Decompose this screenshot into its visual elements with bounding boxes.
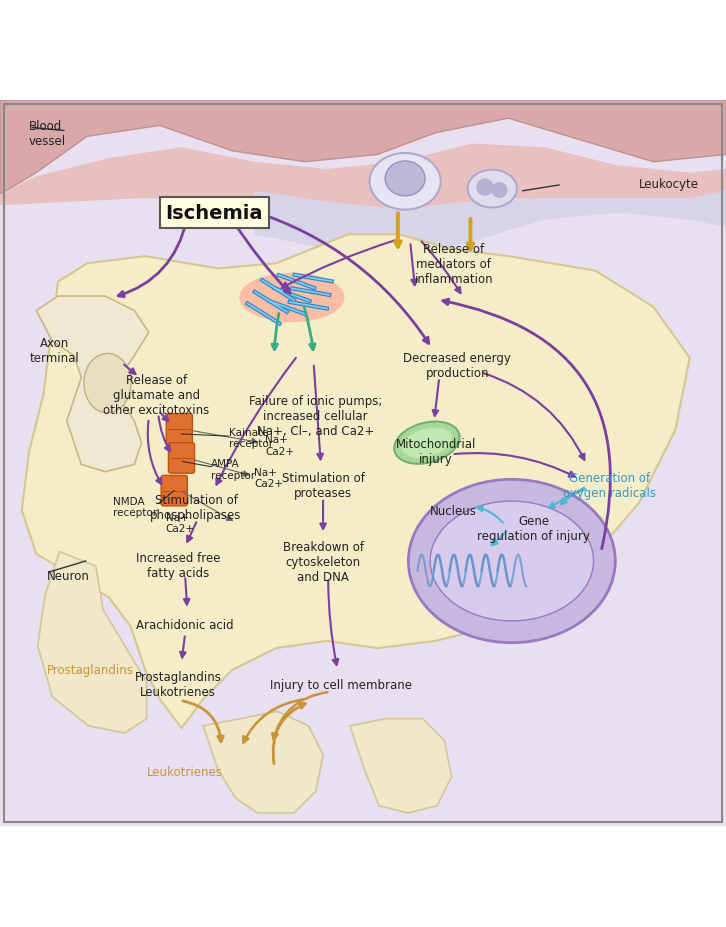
Text: Increased free
fatty acids: Increased free fatty acids <box>136 551 220 579</box>
Polygon shape <box>0 145 726 210</box>
Text: Neuron: Neuron <box>47 569 90 582</box>
Text: Axon
terminal: Axon terminal <box>30 337 79 365</box>
Polygon shape <box>38 552 147 733</box>
Ellipse shape <box>394 422 460 464</box>
Ellipse shape <box>408 480 616 643</box>
Text: Failure of ionic pumps;
increased cellular
Na+, Cl–, and Ca2+: Failure of ionic pumps; increased cellul… <box>249 395 383 438</box>
Text: NMDA
receptor: NMDA receptor <box>113 496 157 518</box>
Text: Release of
glutamate and
other excitotoxins: Release of glutamate and other excitotox… <box>103 374 209 416</box>
Polygon shape <box>254 192 726 257</box>
Ellipse shape <box>468 171 517 209</box>
Text: Na+
Ca2+: Na+ Ca2+ <box>254 467 283 489</box>
Polygon shape <box>0 101 726 196</box>
Ellipse shape <box>386 162 425 197</box>
Text: Release of
mediators of
inflammation: Release of mediators of inflammation <box>415 243 493 286</box>
Polygon shape <box>22 235 690 729</box>
Ellipse shape <box>240 273 345 323</box>
Ellipse shape <box>430 502 594 621</box>
Ellipse shape <box>83 354 131 413</box>
Polygon shape <box>350 718 452 813</box>
Text: Stimulation of
phospholipases: Stimulation of phospholipases <box>150 493 242 521</box>
Text: Breakdown of
cytoskeleton
and DNA: Breakdown of cytoskeleton and DNA <box>282 540 364 583</box>
Text: Na+
Ca2+: Na+ Ca2+ <box>166 513 195 534</box>
Text: Leukotrienes: Leukotrienes <box>147 765 223 778</box>
FancyBboxPatch shape <box>168 443 195 474</box>
Text: Ischemia: Ischemia <box>166 204 263 222</box>
Text: Arachidonic acid: Arachidonic acid <box>136 618 234 631</box>
Text: Leukocyte: Leukocyte <box>639 178 699 191</box>
Polygon shape <box>36 297 149 472</box>
Text: Stimulation of
proteases: Stimulation of proteases <box>282 471 364 500</box>
Text: Nucleus: Nucleus <box>431 504 477 517</box>
Text: Prostaglandins: Prostaglandins <box>47 664 134 677</box>
Text: Kainate
receptor: Kainate receptor <box>229 427 273 449</box>
Polygon shape <box>203 712 323 813</box>
Text: Blood
vessel: Blood vessel <box>29 120 66 147</box>
Text: Prostaglandins
Leukotrienes: Prostaglandins Leukotrienes <box>134 671 221 699</box>
Text: Decreased energy
production: Decreased energy production <box>404 351 511 379</box>
Text: Gene
regulation of injury: Gene regulation of injury <box>477 514 590 542</box>
Ellipse shape <box>492 183 507 198</box>
Text: Injury to cell membrane: Injury to cell membrane <box>270 679 412 692</box>
Ellipse shape <box>476 179 494 197</box>
Text: Na+
Ca2+: Na+ Ca2+ <box>265 435 294 456</box>
Text: Generation of
oxygen radicals: Generation of oxygen radicals <box>563 471 656 500</box>
Text: AMPA
receptor: AMPA receptor <box>211 459 255 480</box>
Text: Mitochondrial
injury: Mitochondrial injury <box>396 438 476 466</box>
FancyBboxPatch shape <box>166 414 192 445</box>
Ellipse shape <box>401 428 452 458</box>
Ellipse shape <box>370 154 441 210</box>
FancyBboxPatch shape <box>161 476 187 506</box>
